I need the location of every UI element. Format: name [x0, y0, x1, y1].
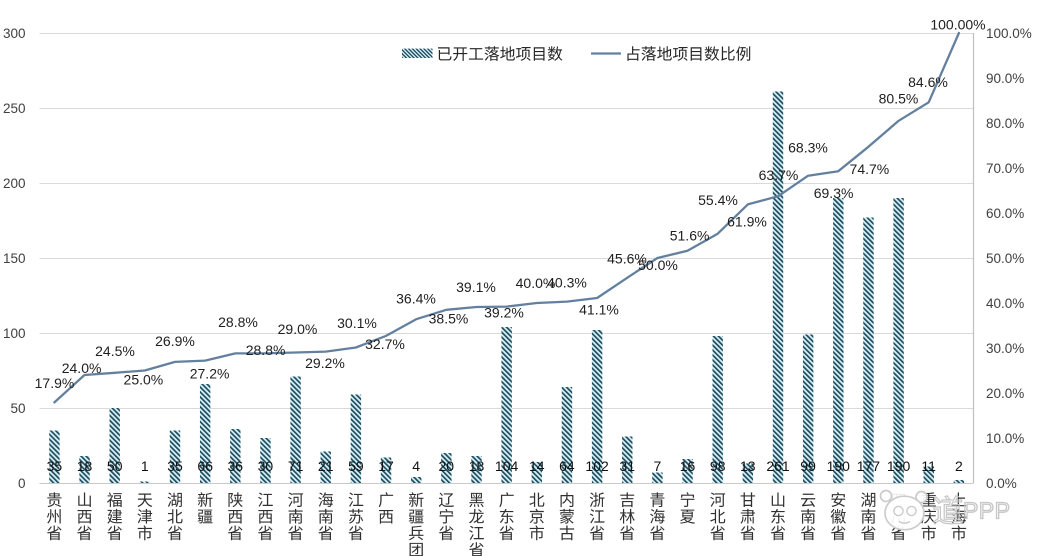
svg-text:17: 17	[378, 458, 394, 474]
svg-text:1: 1	[141, 458, 149, 474]
svg-text:50.0%: 50.0%	[638, 257, 678, 273]
svg-text:100: 100	[3, 326, 26, 341]
svg-text:36.4%: 36.4%	[396, 291, 436, 307]
svg-text:70.0%: 70.0%	[986, 161, 1024, 176]
svg-text:40.3%: 40.3%	[547, 275, 587, 291]
svg-text:100.0%: 100.0%	[986, 26, 1032, 41]
svg-text:51.6%: 51.6%	[670, 228, 710, 244]
svg-text:11: 11	[921, 458, 936, 474]
svg-text:80.5%: 80.5%	[879, 91, 919, 107]
svg-text:29.0%: 29.0%	[278, 321, 318, 337]
svg-text:68.3%: 68.3%	[788, 140, 828, 156]
svg-text:250: 250	[3, 101, 26, 116]
svg-text:20: 20	[439, 458, 455, 474]
svg-text:261: 261	[766, 458, 790, 474]
svg-text:32.7%: 32.7%	[365, 336, 405, 352]
svg-text:104: 104	[495, 458, 519, 474]
svg-text:35: 35	[167, 458, 183, 474]
svg-text:60.0%: 60.0%	[986, 206, 1024, 221]
svg-text:41.1%: 41.1%	[579, 302, 619, 318]
svg-text:4: 4	[412, 458, 420, 474]
svg-text:0.0%: 0.0%	[986, 476, 1017, 491]
svg-text:30: 30	[258, 458, 274, 474]
svg-text:36: 36	[228, 458, 244, 474]
svg-text:80.0%: 80.0%	[986, 116, 1024, 131]
svg-text:2: 2	[955, 458, 963, 474]
svg-text:14: 14	[529, 458, 545, 474]
svg-text:50.0%: 50.0%	[986, 251, 1024, 266]
svg-text:31: 31	[619, 458, 635, 474]
svg-text:64: 64	[559, 458, 575, 474]
svg-text:190: 190	[827, 458, 851, 474]
svg-text:29.2%: 29.2%	[305, 355, 345, 371]
svg-text:69.3%: 69.3%	[814, 185, 854, 201]
svg-text:30.0%: 30.0%	[986, 341, 1024, 356]
svg-text:61.9%: 61.9%	[727, 214, 767, 230]
svg-text:28.8%: 28.8%	[246, 342, 286, 358]
svg-text:40.0%: 40.0%	[516, 275, 556, 291]
svg-text:190: 190	[887, 458, 911, 474]
svg-text:24.5%: 24.5%	[95, 343, 135, 359]
svg-text:26.9%: 26.9%	[155, 333, 195, 349]
svg-text:102: 102	[585, 458, 609, 474]
svg-text:18: 18	[77, 458, 93, 474]
svg-text:30.1%: 30.1%	[337, 315, 377, 331]
svg-text:50: 50	[10, 401, 25, 416]
svg-text:74.7%: 74.7%	[850, 161, 890, 177]
svg-text:55.4%: 55.4%	[698, 192, 738, 208]
svg-text:66: 66	[197, 458, 213, 474]
svg-text:25.0%: 25.0%	[124, 371, 164, 387]
svg-text:24.0%: 24.0%	[62, 360, 102, 376]
svg-text:98: 98	[710, 458, 726, 474]
svg-text:35: 35	[47, 458, 63, 474]
svg-text:10.0%: 10.0%	[986, 431, 1024, 446]
svg-text:39.2%: 39.2%	[484, 305, 524, 321]
svg-text:38.5%: 38.5%	[429, 311, 469, 327]
svg-text:16: 16	[680, 458, 696, 474]
svg-text:59: 59	[348, 458, 364, 474]
svg-text:84.6%: 84.6%	[908, 74, 948, 90]
svg-text:200: 200	[3, 176, 26, 191]
svg-text:18: 18	[469, 458, 485, 474]
svg-text:28.8%: 28.8%	[218, 314, 258, 330]
svg-text:21: 21	[318, 458, 334, 474]
svg-text:300: 300	[3, 26, 26, 41]
svg-text:0: 0	[18, 476, 26, 491]
svg-text:27.2%: 27.2%	[190, 365, 230, 381]
svg-text:45.6%: 45.6%	[607, 251, 647, 267]
svg-text:99: 99	[800, 458, 816, 474]
svg-text:39.1%: 39.1%	[456, 279, 496, 295]
svg-text:100.00%: 100.00%	[930, 17, 985, 33]
svg-text:177: 177	[857, 458, 881, 474]
svg-text:PPP: PPP	[963, 498, 1011, 524]
svg-text:90.0%: 90.0%	[986, 71, 1024, 86]
svg-text:7: 7	[654, 458, 662, 474]
svg-text:50: 50	[107, 458, 123, 474]
svg-text:17.9%: 17.9%	[35, 375, 75, 391]
svg-text:150: 150	[3, 251, 26, 266]
svg-text:63.7%: 63.7%	[759, 167, 799, 183]
svg-text:13: 13	[740, 458, 756, 474]
svg-text:20.0%: 20.0%	[986, 386, 1024, 401]
svg-text:71: 71	[288, 458, 304, 474]
svg-text:40.0%: 40.0%	[986, 296, 1024, 311]
